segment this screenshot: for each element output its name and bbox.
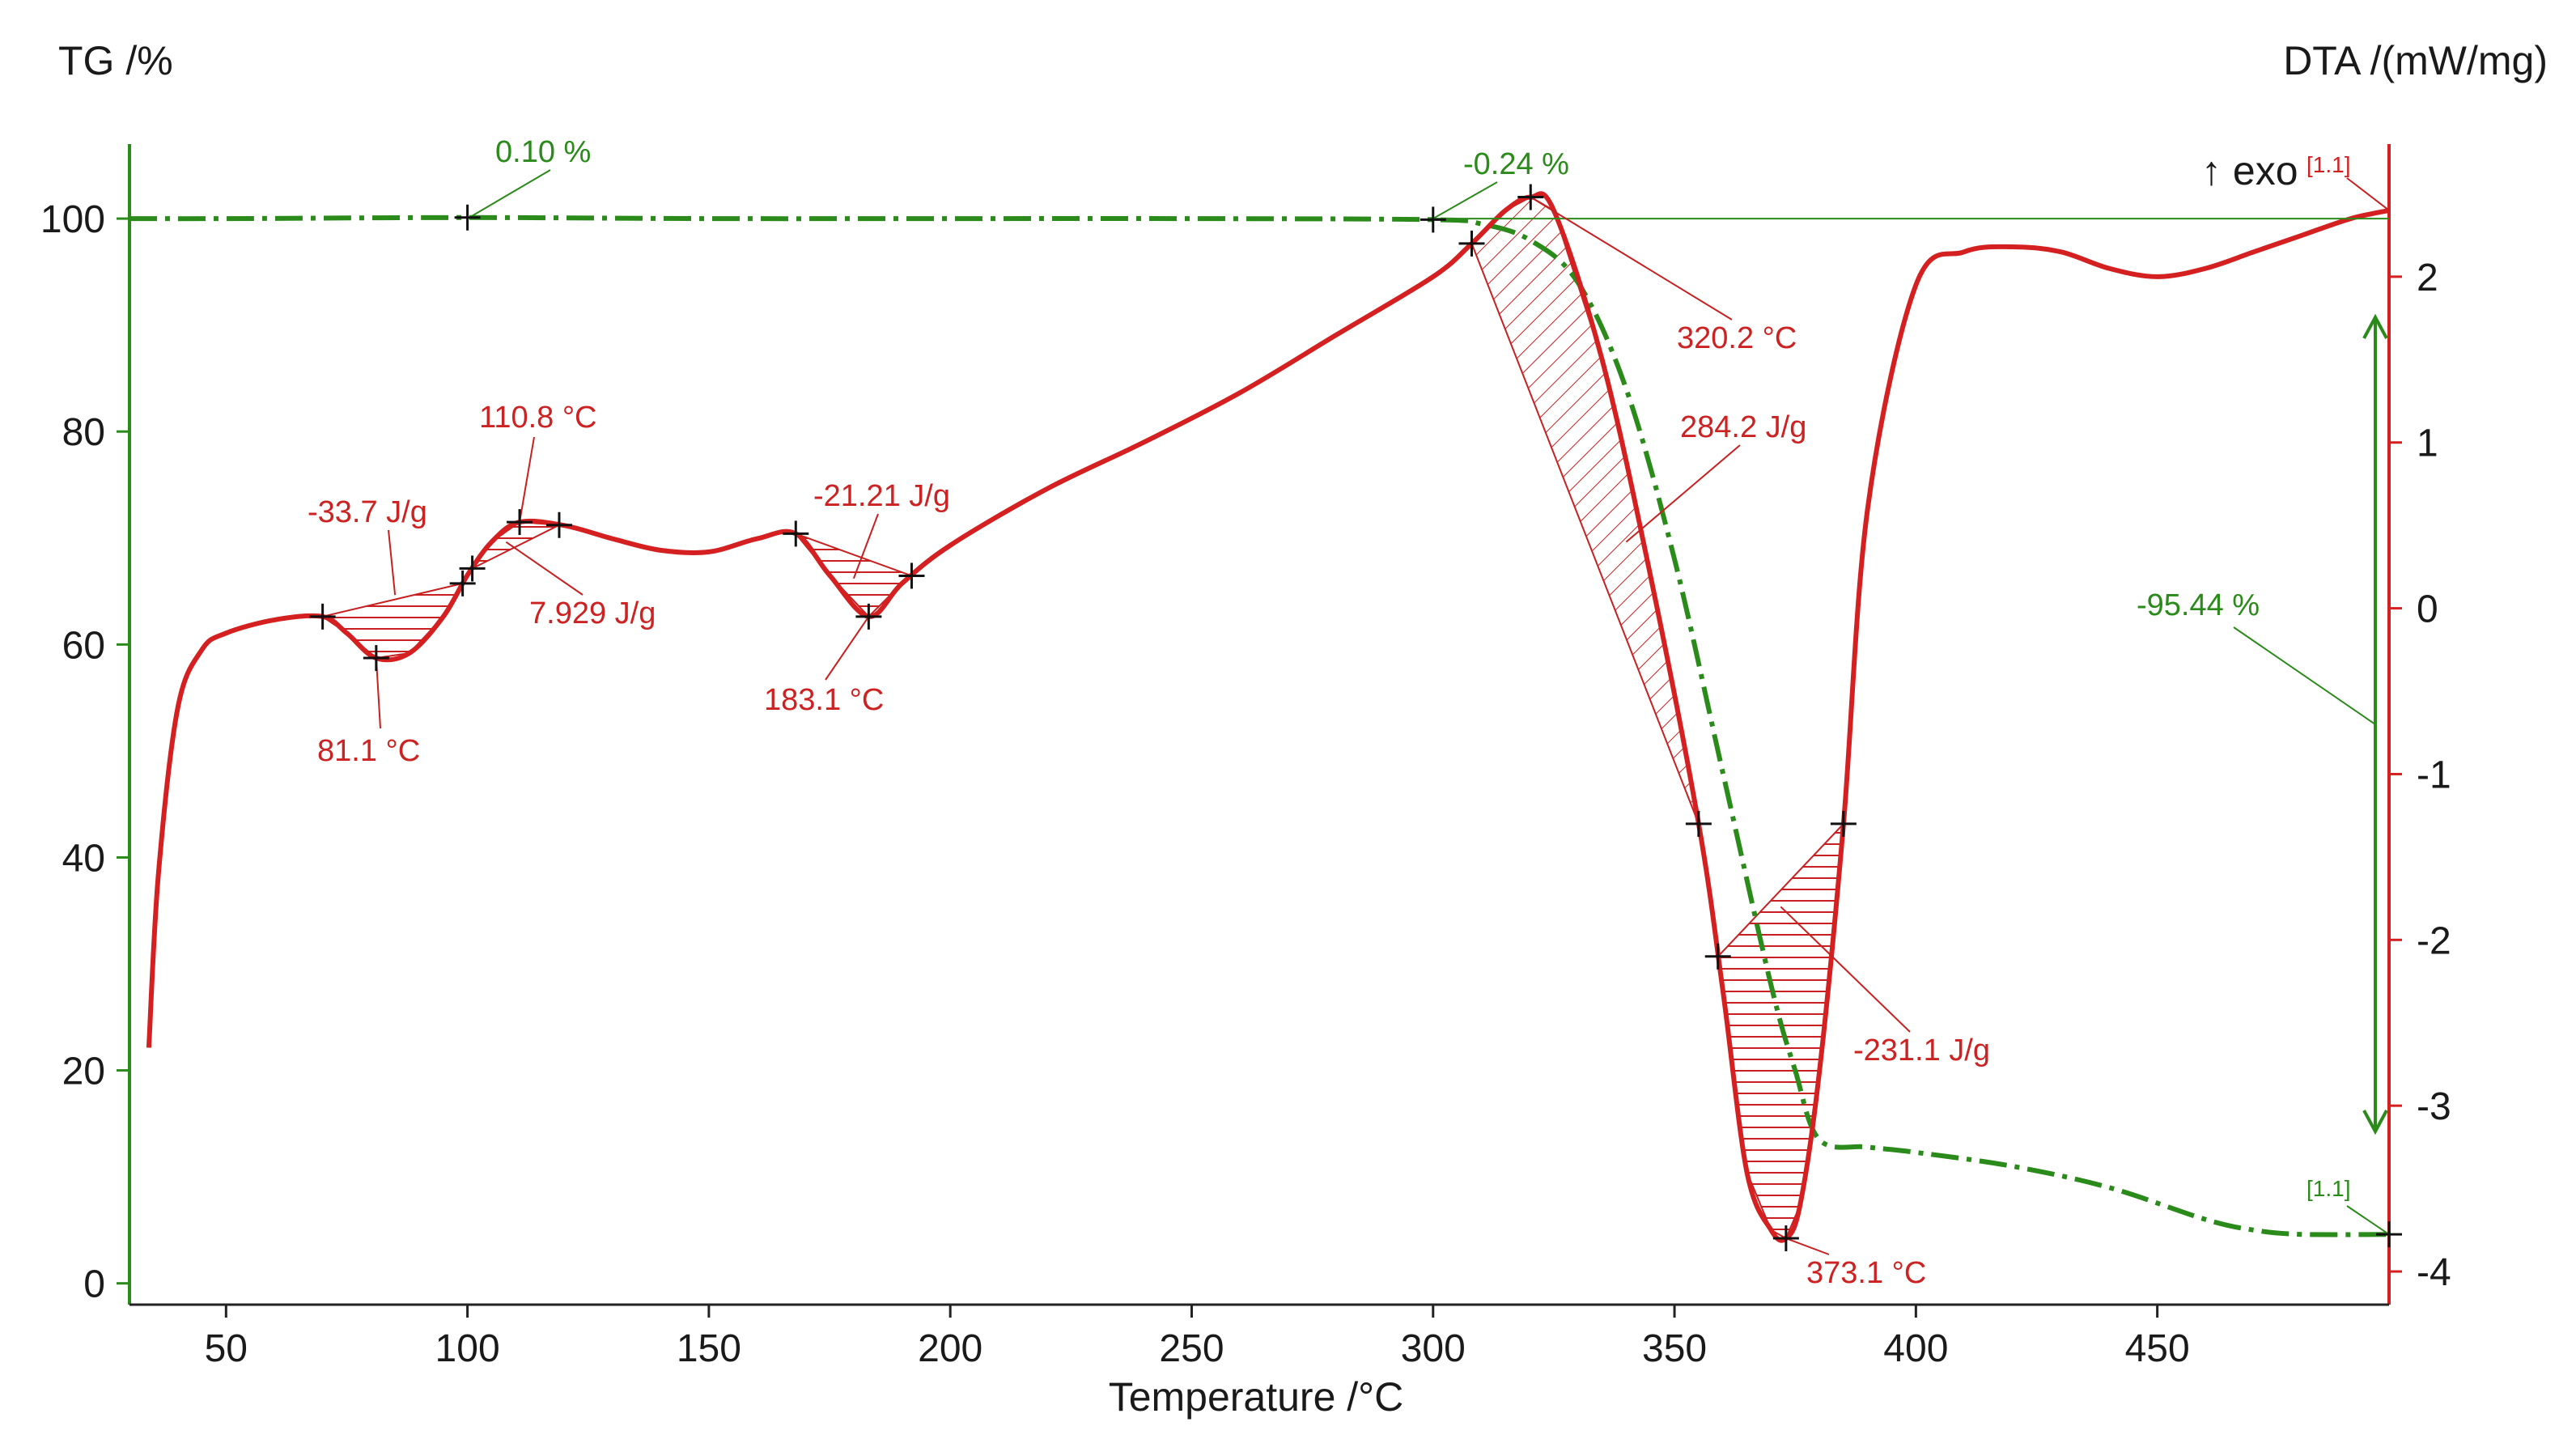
cross-marker: [1830, 810, 1857, 837]
peak-area-110: [471, 521, 562, 570]
cross-marker: [1685, 810, 1712, 837]
x-tick-label: 450: [2125, 1327, 2190, 1370]
dta-series-line: [146, 191, 2390, 1243]
y-right-axis-title: DTA /(mW/mg): [2283, 38, 2548, 83]
y-right-tick-label: 2: [2417, 257, 2438, 299]
y-left-axis-title: TG /%: [58, 38, 173, 83]
x-tick-label: 50: [205, 1327, 248, 1370]
cross-marker: [1420, 206, 1446, 233]
y-right-tick-label: 1: [2417, 422, 2438, 465]
annotation-enthalpy-373: -231.1 J/g: [1853, 1034, 1990, 1068]
cross-marker: [507, 509, 533, 536]
x-tick-label: 300: [1401, 1327, 1466, 1370]
leader-line: [505, 541, 584, 596]
point-markers: [309, 184, 2402, 1252]
annotation-enthalpy-81: -33.7 J/g: [308, 495, 427, 529]
annotation-tg-95-44: -95.44 %: [2137, 588, 2260, 622]
y-left-ticks: 0 20 40 60 80 100: [40, 198, 129, 1306]
x-tick-label: 150: [677, 1327, 741, 1370]
annotation-peak-373: 373.1 °C: [1806, 1256, 1926, 1290]
leader-line: [519, 436, 535, 523]
y-left-tick-label: 20: [62, 1051, 105, 1093]
y-left-tick-label: 60: [62, 624, 105, 667]
y-right-tick-label: 0: [2417, 588, 2438, 631]
leader-line: [1530, 196, 1733, 320]
annotation-tg-0-24: -0.24 %: [1463, 147, 1569, 181]
y-right-tick-label: -4: [2417, 1251, 2451, 1294]
leader-line: [825, 616, 870, 681]
y-left-tick-label: 100: [40, 198, 105, 241]
exo-indicator: ↑ exo: [2201, 148, 2298, 193]
cross-marker: [449, 570, 476, 596]
annotation-leaders: [375, 169, 2390, 1255]
annotation-tg-0-10: 0.10 %: [495, 135, 591, 169]
cross-marker: [545, 512, 572, 538]
annotation-enthalpy-320: 284.2 J/g: [1680, 410, 1806, 444]
leader-line: [1785, 1237, 1830, 1255]
annotation-peak-110: 110.8 °C: [479, 401, 596, 435]
leader-line: [388, 529, 397, 596]
leader-line: [852, 513, 879, 579]
cross-marker: [1517, 184, 1544, 210]
x-tick-label: 400: [1883, 1327, 1948, 1370]
cross-marker: [363, 645, 389, 672]
cross-marker: [898, 562, 925, 589]
cross-marker: [2376, 1221, 2402, 1248]
cross-marker: [454, 204, 481, 231]
cross-marker: [855, 603, 882, 630]
annotation-enthalpy-110: 7.929 J/g: [529, 596, 656, 630]
annotation-peak-81: 81.1 °C: [317, 734, 420, 768]
cross-marker: [309, 603, 336, 630]
annotation-peak-320: 320.2 °C: [1677, 321, 1797, 355]
x-tick-label: 250: [1159, 1327, 1224, 1370]
mass-loss-arrow: [2362, 313, 2388, 1135]
y-right-tick-label: -1: [2417, 753, 2451, 796]
x-tick-label: 350: [1642, 1327, 1707, 1370]
y-right-ticks: 2 1 0 -1 -2 -3 -4: [2389, 257, 2451, 1294]
y-left-tick-label: 40: [62, 837, 105, 880]
x-ticks: 50 100 150 200 250 300 350 400 450: [205, 1305, 2190, 1370]
cross-marker: [783, 520, 809, 547]
cross-marker: [459, 555, 486, 582]
leader-line: [1780, 906, 1911, 1033]
y-right-tick-label: -2: [2417, 919, 2451, 962]
x-tick-label: 100: [435, 1327, 500, 1370]
cross-marker: [1458, 230, 1485, 257]
annotation-dta-1-1: [1.1]: [2307, 152, 2350, 177]
annotation-peak-183: 183.1 °C: [764, 683, 884, 717]
leader-line: [1432, 181, 1498, 219]
cross-marker: [1704, 943, 1731, 970]
y-left-tick-label: 80: [62, 411, 105, 454]
x-tick-label: 200: [918, 1327, 982, 1370]
annotation-tg-1-1: [1.1]: [2307, 1176, 2350, 1201]
leader-line: [2233, 626, 2376, 725]
leader-line: [2346, 177, 2390, 211]
leader-line: [2346, 1205, 2390, 1235]
leader-line: [1625, 444, 1741, 543]
tg-series-line: [129, 214, 2390, 1237]
cross-marker: [1772, 1225, 1799, 1252]
leader-line: [467, 169, 551, 219]
annotation-enthalpy-183: -21.21 J/g: [813, 479, 950, 513]
y-left-tick-label: 0: [83, 1263, 105, 1306]
x-axis-title: Temperature /°C: [1109, 1374, 1404, 1420]
y-right-tick-label: -3: [2417, 1085, 2451, 1128]
